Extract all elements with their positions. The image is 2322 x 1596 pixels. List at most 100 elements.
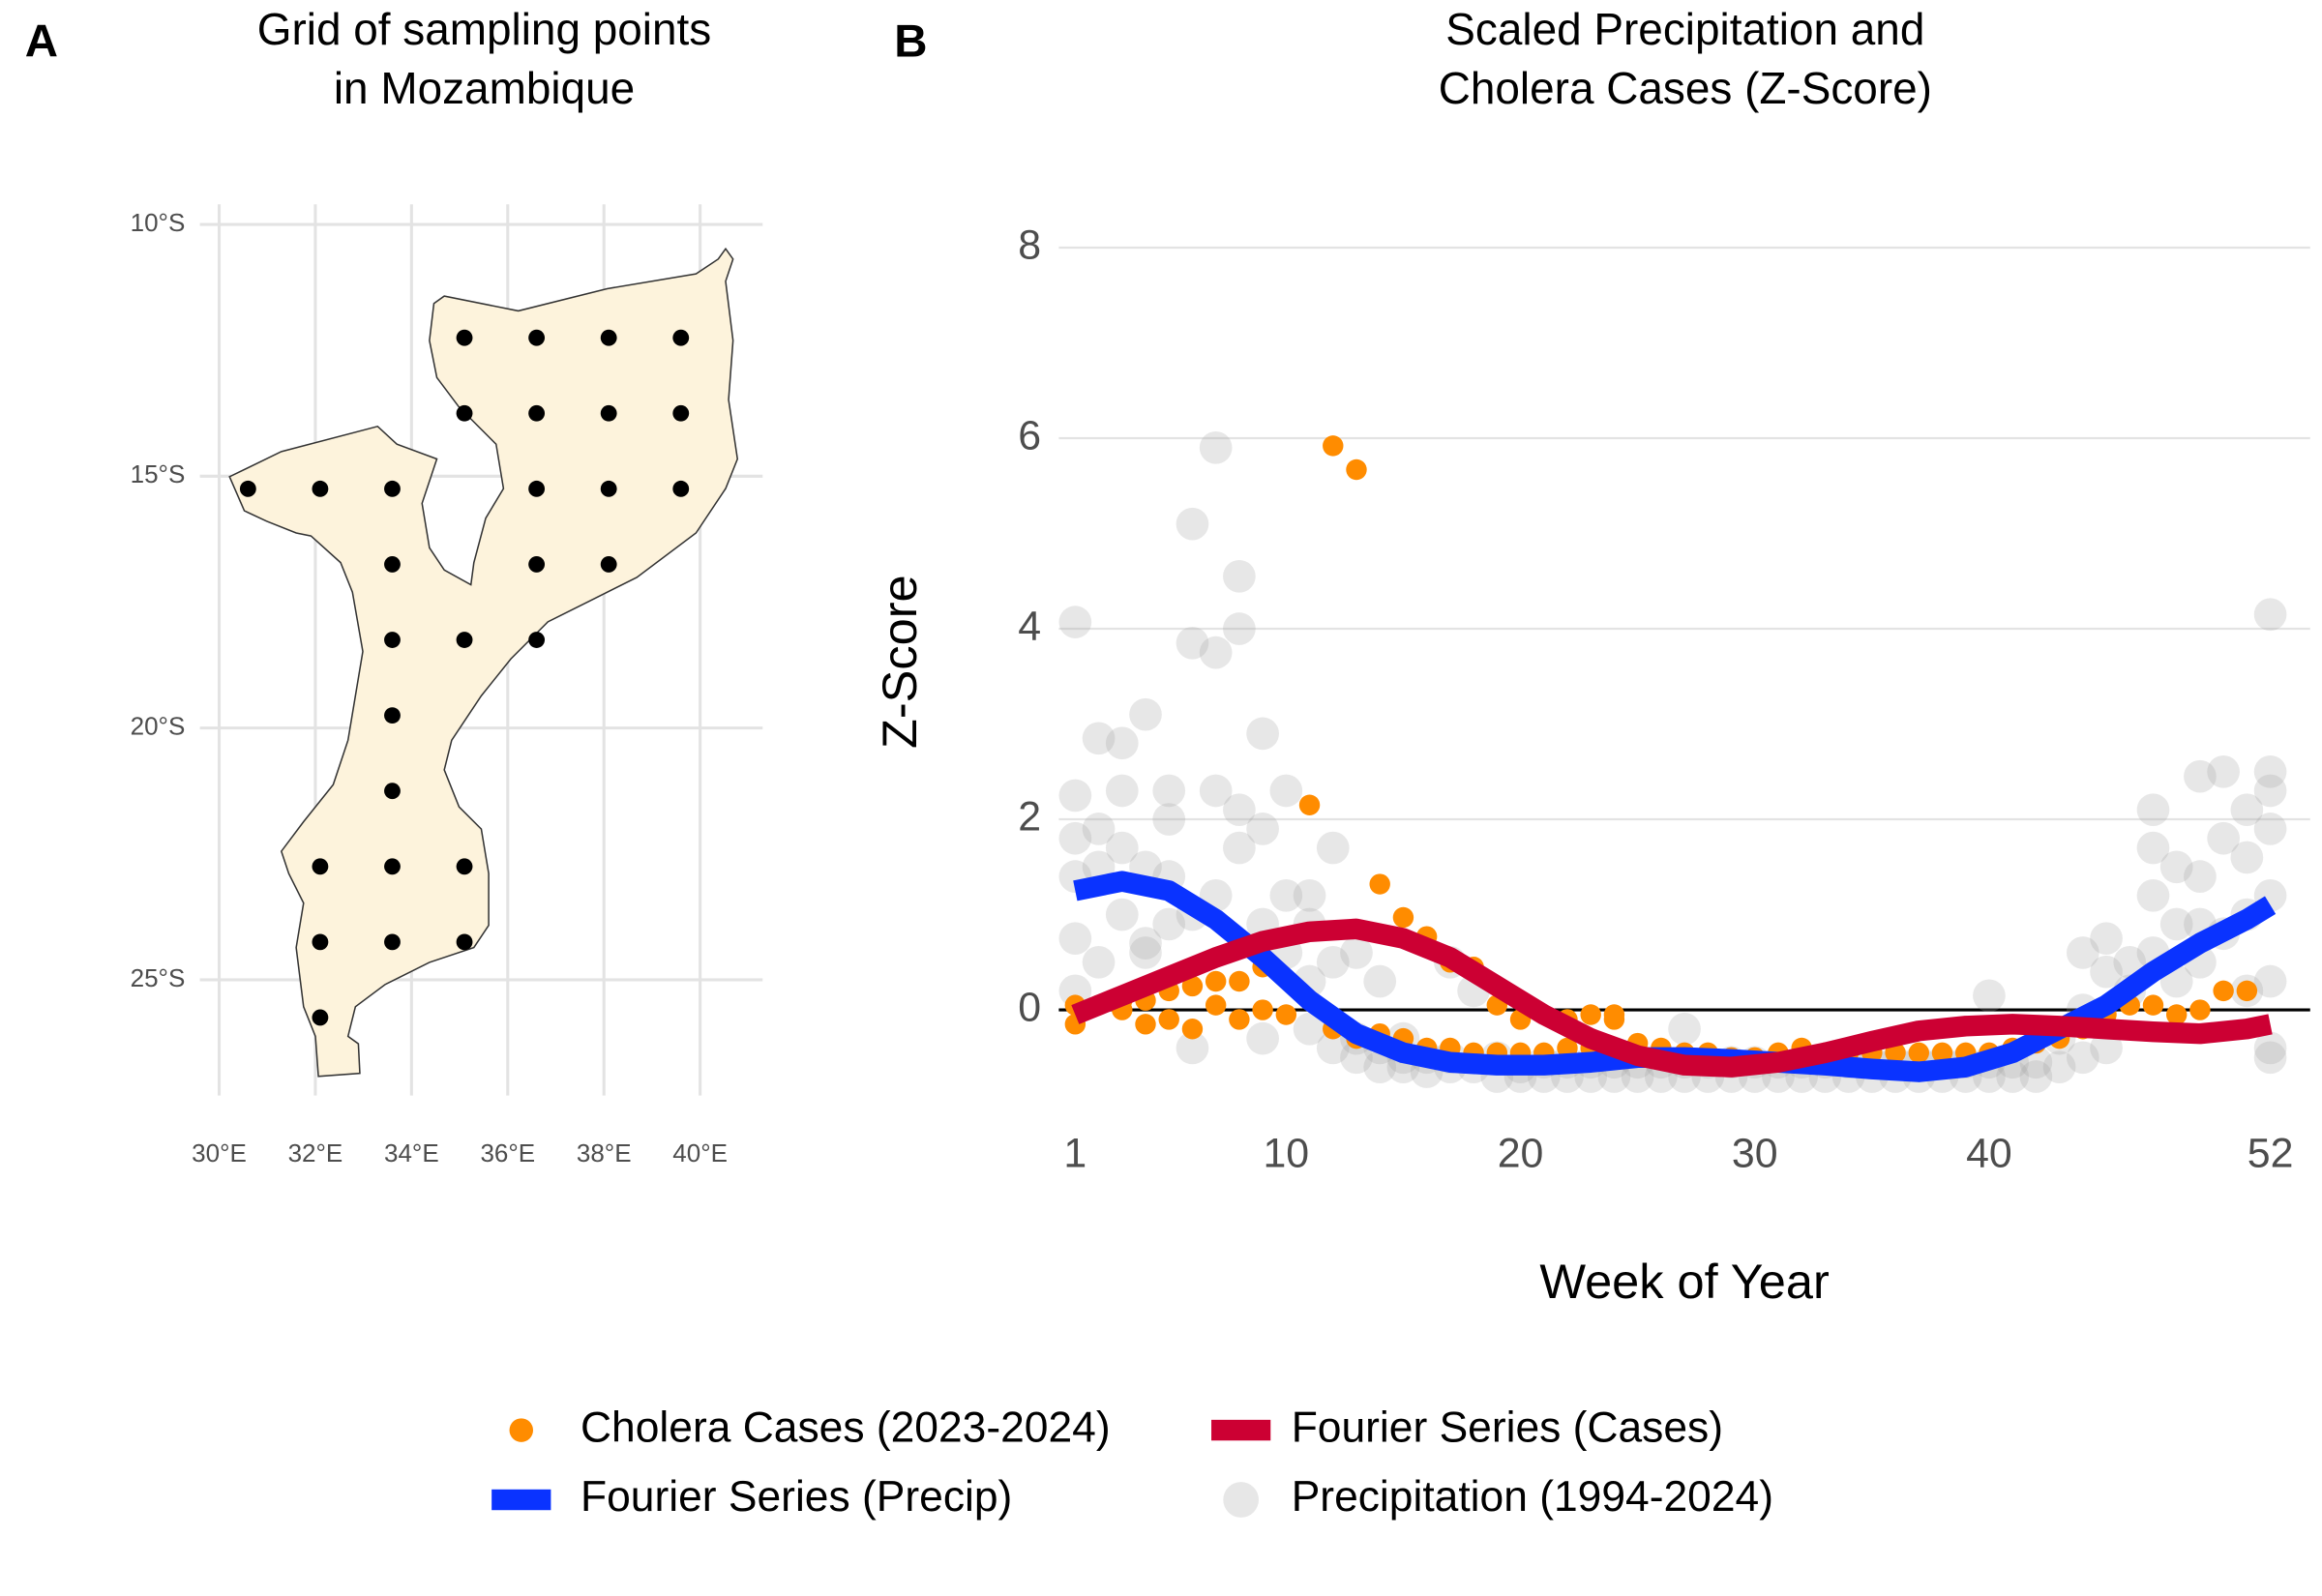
x-tick-label: 30°E [192, 1138, 247, 1167]
x-tick-label: 38°E [577, 1138, 632, 1167]
precipitation-point [1152, 907, 1186, 941]
y-tick-label: 2 [1018, 793, 1041, 840]
precipitation-point [2253, 1041, 2287, 1075]
precipitation-point [1316, 945, 1350, 979]
sampling-point [312, 858, 329, 875]
case-point [1135, 1014, 1156, 1035]
precipitation-point [1246, 813, 1279, 845]
case-point [1323, 435, 1344, 457]
precipitation-point [2184, 860, 2217, 893]
precipitation-point [2019, 1060, 2053, 1093]
precipitation-point [1199, 431, 1233, 464]
precipitation-point [2136, 831, 2170, 865]
precipitation-point [1058, 779, 1092, 813]
precipitation-point [1058, 922, 1092, 956]
case-point [1158, 1009, 1179, 1030]
map-points [239, 329, 690, 1026]
legend-swatch [509, 1418, 534, 1442]
chart-title: Grid of sampling points [257, 4, 712, 54]
sampling-point [456, 933, 473, 951]
precipitation-point [2159, 907, 2193, 941]
case-point [1931, 1042, 1953, 1064]
precipitation-point [1176, 626, 1209, 660]
legend-label: Fourier Series (Cases) [1292, 1404, 1723, 1451]
precipitation-point [2253, 774, 2287, 808]
precipitation-point [1129, 936, 1162, 969]
precipitation-point [2253, 598, 2287, 632]
precipitation-point [1973, 979, 2006, 1013]
precipitation-point [1246, 717, 1279, 751]
case-point [1181, 1019, 1204, 1040]
precipitation-point [1293, 879, 1326, 912]
precipitation-point [1316, 831, 1350, 865]
x-tick-label: 20 [1498, 1131, 1544, 1177]
y-tick-label: 0 [1018, 984, 1041, 1030]
sampling-point [239, 480, 256, 497]
precipitation-point [1223, 793, 1256, 827]
precipitation-point [2253, 964, 2287, 998]
precipitation-point [1082, 945, 1116, 979]
sampling-point [384, 707, 401, 724]
sampling-point [600, 404, 617, 422]
sampling-point [528, 329, 546, 346]
sampling-point [528, 404, 546, 422]
chart-title: in Mozambique [334, 63, 635, 113]
case-point [1346, 458, 1367, 481]
case-point [1603, 1004, 1625, 1025]
case-point [2213, 980, 2234, 1002]
precipitation-point [1223, 559, 1256, 593]
case-point [1229, 1009, 1250, 1030]
precipitation-point [2090, 1031, 2123, 1065]
precipitation-point [2136, 793, 2170, 827]
precipitation-point [2090, 922, 2123, 956]
precipitation-point [1152, 803, 1186, 836]
plot-marks [1058, 431, 2287, 1093]
legend: Cholera Cases (2023-2024) Fourier Series … [491, 1404, 1773, 1521]
precipitation-point [1105, 898, 1139, 931]
precipitation-point [1199, 635, 1233, 669]
case-point [1275, 1004, 1297, 1025]
sampling-point [528, 556, 546, 573]
y-tick-label: 10°S [131, 208, 186, 237]
case-point [1392, 906, 1414, 929]
case-point [1205, 970, 1227, 992]
precipitation-point [1246, 1021, 1279, 1055]
sampling-point [312, 1009, 329, 1026]
precipitation-point [2066, 1041, 2099, 1075]
sampling-point [528, 632, 546, 648]
sampling-point [600, 480, 617, 497]
precipitation-point [1082, 722, 1116, 755]
precipitation-point [2207, 754, 2240, 788]
x-tick-label: 40°E [672, 1138, 728, 1167]
precipitation-point [1058, 606, 1092, 638]
x-tick-label: 34°E [384, 1138, 439, 1167]
sampling-point [600, 329, 617, 346]
precipitation-point [1363, 964, 1397, 998]
y-tick-label: 25°S [131, 963, 186, 992]
case-point [2142, 994, 2164, 1016]
sampling-point [384, 632, 401, 648]
precipitation-point [1129, 697, 1162, 731]
precipitation-point [1668, 1012, 1701, 1046]
case-point [2165, 1004, 2188, 1025]
precipitation-point [2136, 879, 2170, 912]
sampling-point [456, 858, 473, 875]
chart-title: Cholera Cases (Z-Score) [1439, 63, 1932, 113]
sampling-point [384, 480, 401, 497]
sampling-point [672, 480, 690, 497]
sampling-point [600, 556, 617, 573]
sampling-point [672, 404, 690, 422]
sampling-point [672, 329, 690, 346]
sampling-point [456, 404, 473, 422]
precipitation-point [1152, 774, 1186, 808]
x-tick-label: 1 [1063, 1131, 1087, 1177]
legend-swatch [491, 1489, 551, 1511]
x-tick-label: 32°E [288, 1138, 343, 1167]
precipitation-point [1105, 774, 1139, 808]
sampling-point [456, 632, 473, 648]
case-point [1205, 994, 1227, 1016]
y-tick-label: 15°S [131, 459, 186, 488]
x-tick-label: 10 [1263, 1131, 1309, 1177]
precipitation-point [2159, 850, 2193, 884]
